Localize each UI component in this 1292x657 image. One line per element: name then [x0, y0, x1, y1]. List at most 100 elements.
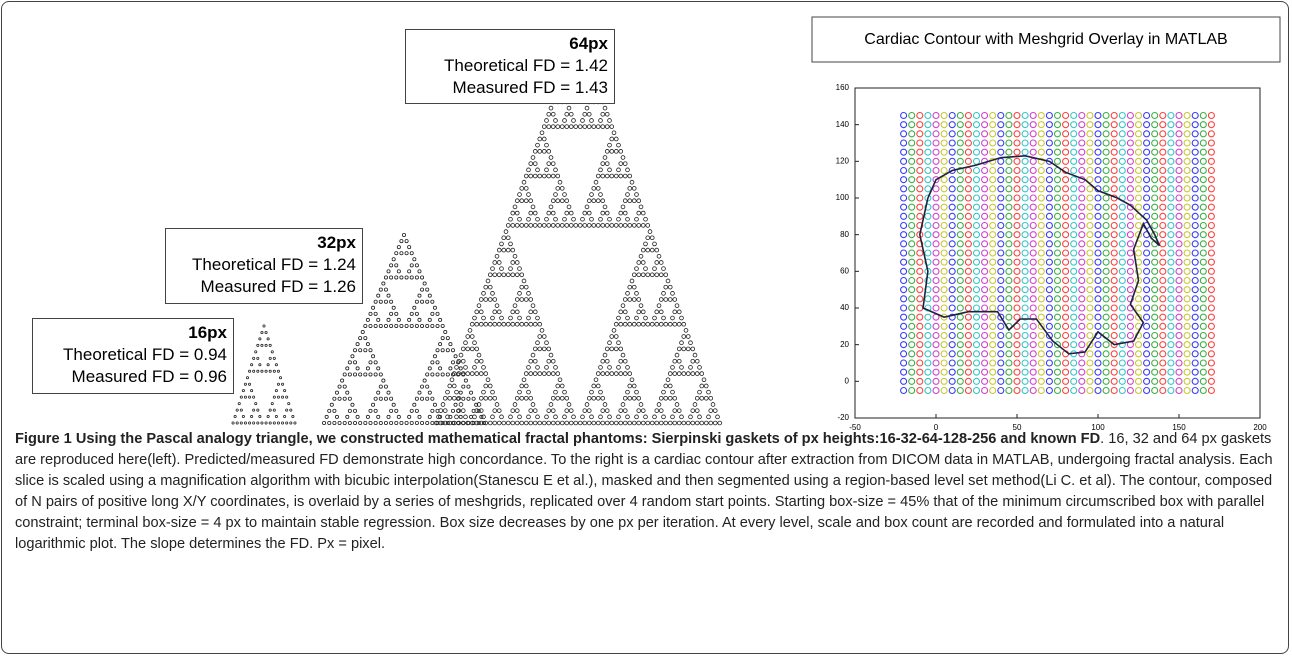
gasket-dot	[645, 235, 651, 241]
meshgrid-point	[1037, 322, 1045, 330]
meshgrid-point	[1070, 221, 1078, 230]
gasket-dot	[676, 408, 682, 413]
meshgrid-point	[1175, 267, 1183, 275]
gasket-dot	[241, 389, 245, 393]
gasket-dot	[649, 420, 655, 426]
meshgrid-point	[1013, 148, 1021, 156]
gasket-dot	[584, 105, 590, 111]
caption-label: Figure 1	[15, 431, 72, 447]
gasket-dot	[681, 346, 687, 352]
meshgrid-point	[1037, 331, 1045, 340]
meshgrid-point	[1118, 286, 1126, 294]
meshgrid-point	[900, 166, 908, 175]
gasket-dot	[586, 396, 592, 401]
meshgrid-point	[1094, 221, 1102, 230]
meshgrid-point	[1021, 221, 1029, 230]
gasket-dot	[681, 420, 687, 426]
gasket-dot	[550, 396, 556, 401]
gasket-dot	[492, 420, 498, 426]
gasket-dot	[640, 408, 646, 413]
meshgrid-point	[1191, 359, 1199, 367]
meshgrid-point	[1045, 267, 1053, 275]
meshgrid-point	[956, 258, 964, 266]
meshgrid-point	[1199, 148, 1207, 156]
gasket-dot	[649, 235, 655, 241]
meshgrid-point	[1021, 176, 1029, 184]
meshgrid-point	[1070, 304, 1078, 312]
meshgrid-point	[1167, 276, 1175, 285]
meshgrid-point	[1005, 341, 1013, 349]
gasket-dot	[586, 198, 592, 204]
meshgrid-point	[1151, 341, 1159, 349]
gasket-dot	[417, 414, 422, 419]
gasket-dot	[485, 377, 491, 383]
gasket-dot	[499, 315, 504, 321]
meshgrid-point	[1118, 231, 1126, 239]
gasket-dot	[600, 161, 606, 166]
meshgrid-point	[1005, 377, 1013, 385]
meshgrid-point	[940, 249, 948, 257]
gasket-dot	[478, 358, 484, 364]
meshgrid-point	[1078, 157, 1086, 165]
meshgrid-point	[1207, 203, 1215, 211]
meshgrid-point	[1021, 304, 1029, 312]
gasket-dot	[460, 408, 466, 413]
gasket-dot	[453, 402, 458, 407]
meshgrid-point	[1110, 121, 1118, 129]
meshgrid-point	[1070, 139, 1078, 147]
gasket-dot	[652, 241, 657, 247]
gasket-dot	[334, 414, 339, 419]
meshgrid-point	[1151, 121, 1159, 129]
meshgrid-point	[1053, 157, 1062, 165]
meshgrid-point	[1086, 139, 1094, 147]
meshgrid-point	[1013, 240, 1021, 248]
gasket-dot	[604, 124, 610, 129]
gasket-dot	[627, 371, 633, 376]
meshgrid-point	[1118, 359, 1126, 367]
meshgrid-point	[1102, 185, 1110, 193]
gasket-dot	[337, 420, 342, 425]
gasket-dot	[609, 346, 615, 352]
gasket-dot	[425, 384, 430, 389]
meshgrid-point	[1070, 276, 1078, 285]
meshgrid-point	[1175, 221, 1183, 230]
gasket-dot	[432, 402, 437, 407]
gasket-dot	[514, 309, 520, 315]
meshgrid-point	[1053, 377, 1062, 385]
meshgrid-point	[908, 166, 916, 175]
meshgrid-point	[1045, 221, 1053, 230]
gasket-dot	[544, 340, 549, 346]
gasket-dot	[636, 321, 642, 327]
meshgrid-point	[1143, 185, 1151, 193]
meshgrid-point	[964, 359, 972, 367]
gasket-dot	[602, 352, 608, 358]
meshgrid-point	[1191, 267, 1199, 275]
gasket-dot	[627, 223, 633, 228]
gasket-dot	[250, 363, 254, 367]
gasket-dot	[573, 124, 579, 129]
gasket-dot	[281, 395, 285, 399]
meshgrid-point	[908, 386, 916, 395]
meshgrid-point	[1134, 295, 1143, 303]
meshgrid-point	[1167, 286, 1175, 294]
meshgrid-point	[956, 322, 964, 330]
gasket-dot	[345, 414, 350, 419]
gasket-dot	[274, 415, 278, 419]
gasket-dot	[647, 229, 653, 234]
gasket-dot	[394, 408, 399, 413]
meshgrid-point	[1086, 231, 1094, 239]
meshgrid-point	[1021, 121, 1029, 129]
gasket-dot	[555, 186, 561, 191]
meshgrid-point	[972, 249, 981, 257]
gasket-dot	[679, 414, 684, 420]
gasket-dot	[508, 216, 513, 222]
meshgrid-point	[1159, 185, 1167, 193]
meshgrid-point	[972, 295, 981, 303]
gasket-dot	[550, 173, 556, 179]
gasket-dot	[469, 321, 475, 327]
gasket-dot	[625, 365, 630, 370]
gasket-dot	[577, 124, 583, 129]
meshgrid-point	[948, 313, 956, 321]
y-tick-label: 80	[840, 230, 849, 239]
meshgrid-point	[1191, 212, 1199, 220]
